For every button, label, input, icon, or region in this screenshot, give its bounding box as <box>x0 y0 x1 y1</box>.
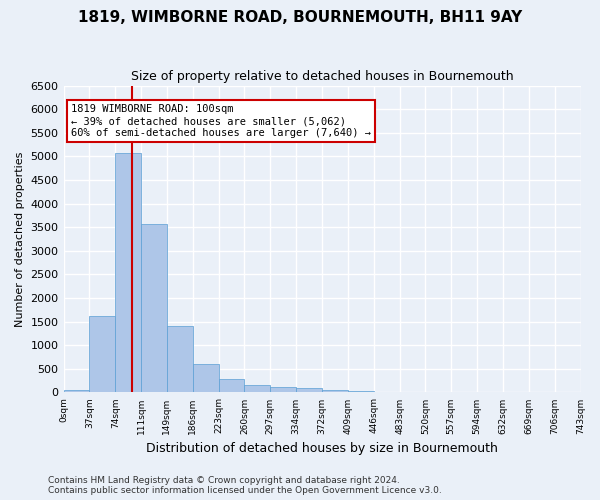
Y-axis label: Number of detached properties: Number of detached properties <box>15 152 25 326</box>
Text: Contains HM Land Registry data © Crown copyright and database right 2024.
Contai: Contains HM Land Registry data © Crown c… <box>48 476 442 495</box>
Bar <box>296 388 322 392</box>
Bar <box>64 390 89 392</box>
Title: Size of property relative to detached houses in Bournemouth: Size of property relative to detached ho… <box>131 70 514 83</box>
Bar <box>348 391 374 392</box>
Bar <box>193 364 218 392</box>
Bar <box>115 152 141 392</box>
Bar <box>167 326 193 392</box>
Text: 1819, WIMBORNE ROAD, BOURNEMOUTH, BH11 9AY: 1819, WIMBORNE ROAD, BOURNEMOUTH, BH11 9… <box>78 10 522 25</box>
Bar <box>141 224 167 392</box>
Bar <box>244 385 271 392</box>
Bar <box>89 316 115 392</box>
Bar <box>271 387 296 392</box>
Bar <box>218 378 244 392</box>
Text: 1819 WIMBORNE ROAD: 100sqm
← 39% of detached houses are smaller (5,062)
60% of s: 1819 WIMBORNE ROAD: 100sqm ← 39% of deta… <box>71 104 371 138</box>
Bar <box>322 390 348 392</box>
X-axis label: Distribution of detached houses by size in Bournemouth: Distribution of detached houses by size … <box>146 442 498 455</box>
